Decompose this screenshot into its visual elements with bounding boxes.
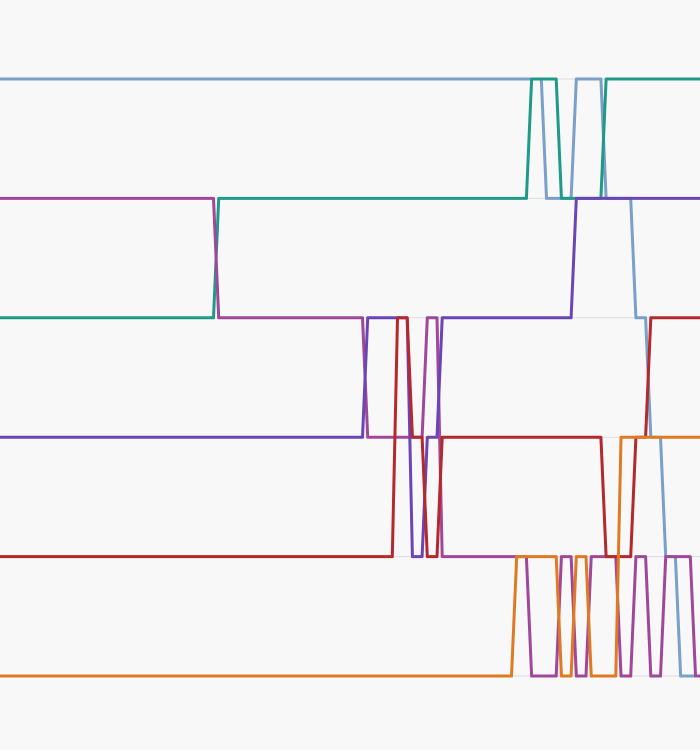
series-lines xyxy=(0,77,700,678)
rank-gridlines xyxy=(0,78,700,677)
series-line-5 xyxy=(0,316,700,559)
series-line-4 xyxy=(0,196,700,559)
series-line-6 xyxy=(0,435,700,678)
series-line-1 xyxy=(0,77,700,678)
